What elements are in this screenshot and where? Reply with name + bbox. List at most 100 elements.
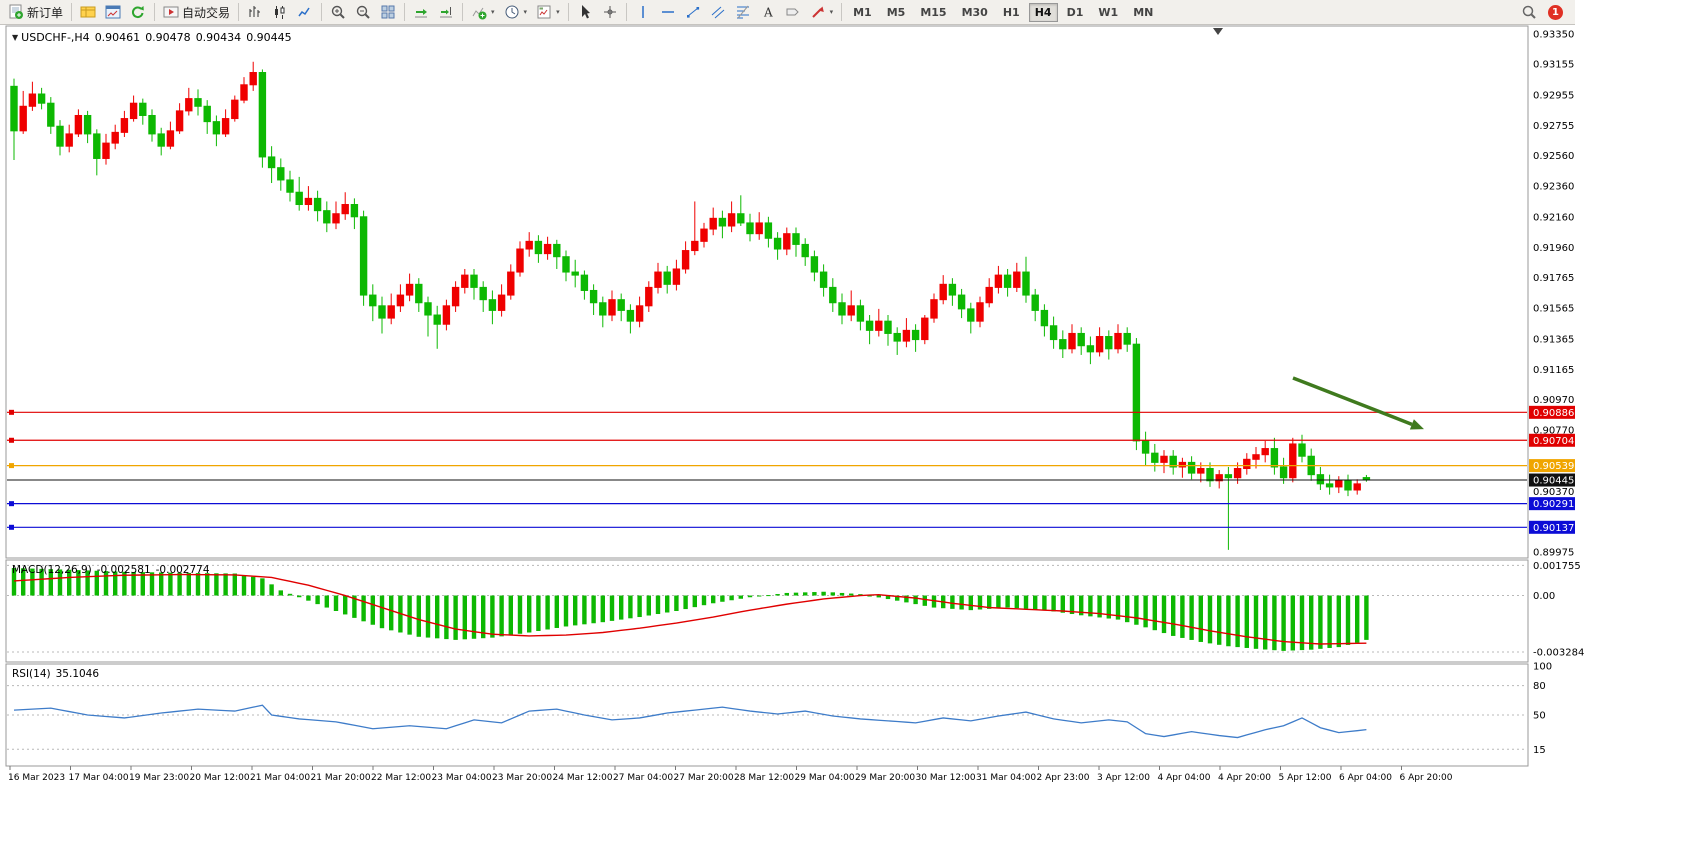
candle (267, 156, 276, 169)
candle-chart-button[interactable] (268, 1, 292, 24)
tile-windows-button[interactable] (376, 1, 400, 24)
new-order-button[interactable]: 新订单 (4, 1, 67, 24)
time-tick-label: 17 Mar 04:00 (69, 773, 129, 783)
candle (369, 294, 377, 307)
svg-text:A: A (763, 6, 773, 20)
time-tick-label: 31 Mar 04:00 (976, 773, 1036, 783)
ohlc-low: 0.90434 (195, 31, 242, 44)
chart-shift-marker[interactable] (1213, 28, 1223, 35)
zoom-out-button[interactable] (351, 1, 375, 24)
cursor-icon (577, 4, 593, 20)
candle (461, 274, 469, 288)
candle (295, 191, 303, 206)
candle (672, 268, 681, 285)
hline-button[interactable] (656, 1, 680, 24)
macd-signal-line (13, 573, 1367, 645)
line-handle[interactable] (9, 437, 14, 443)
candle (691, 240, 699, 252)
auto-scroll-icon (413, 4, 429, 20)
candle (608, 299, 616, 316)
line-chart-button[interactable] (293, 1, 317, 24)
cursor-button[interactable] (573, 1, 597, 24)
candle (240, 84, 248, 101)
price-tick-label: 0.93350 (1533, 30, 1574, 41)
candle (755, 222, 763, 235)
candle (166, 130, 175, 147)
line-chart-icon (297, 4, 313, 20)
trendline-button[interactable] (681, 1, 705, 24)
macd-histogram (11, 568, 1369, 651)
time-tick-label: 2 Apr 23:00 (1037, 773, 1090, 783)
price-level-label-box (1529, 497, 1575, 511)
candle (286, 179, 294, 193)
label-button[interactable] (781, 1, 805, 24)
price-level-label-box (1529, 405, 1575, 419)
line-handle[interactable] (9, 463, 14, 469)
arrows-button[interactable]: ▾ (806, 1, 838, 24)
symbols-icon (80, 4, 96, 20)
time-tick-label: 27 Mar 04:00 (613, 773, 673, 783)
timeframe-m30-button[interactable]: M30 (961, 5, 988, 19)
candle (1316, 474, 1325, 485)
text-button[interactable]: A (756, 1, 780, 24)
candle (424, 302, 432, 316)
timeframe-h4-button[interactable]: H4 (1028, 2, 1058, 22)
price-tick-label: 0.90370 (1533, 487, 1574, 498)
indicators-button[interactable]: ▾ (467, 1, 499, 24)
toolbar-separator (321, 3, 323, 21)
vline-button[interactable] (631, 1, 655, 24)
candle (562, 256, 570, 273)
timeframe-mn-button[interactable]: MN (1133, 5, 1154, 19)
timeframe-h1-button[interactable]: H1 (1002, 5, 1020, 19)
time-tick-label: 3 Apr 12:00 (1097, 773, 1150, 783)
candle (1160, 455, 1168, 463)
candle (313, 197, 322, 212)
candle (1077, 332, 1085, 347)
auto-scroll-button[interactable] (409, 1, 433, 24)
macd-indicator-label: MACD(12,26,9) -0.002581 -0.002774 (12, 564, 215, 576)
fibo-button[interactable] (731, 1, 755, 24)
crosshair-button[interactable] (598, 1, 622, 24)
rsi-tick-label: 50 (1533, 711, 1546, 722)
candle (1279, 466, 1288, 479)
rsi-value: 35.1046 (55, 668, 100, 680)
chart-window-button[interactable] (101, 1, 125, 24)
timeframe-m15-button[interactable]: M15 (920, 5, 947, 19)
time-axis[interactable]: 16 Mar 2023 17 Mar 04:00 19 Mar 23:00 20 Ma… (8, 766, 1453, 783)
line-handle[interactable] (9, 409, 14, 415)
chart-shift-icon (438, 4, 454, 20)
time-tick-label: 29 Mar 20:00 (855, 773, 915, 783)
line-handle[interactable] (9, 524, 14, 530)
timeframe-m1-button[interactable]: M1 (853, 5, 872, 19)
collapse-icon[interactable]: ▼ (12, 33, 19, 42)
timeframe-w1-button[interactable]: W1 (1098, 5, 1119, 19)
label-icon (785, 4, 801, 20)
timeframe-m5-button[interactable]: M5 (886, 5, 906, 19)
chevron-down-icon: ▾ (556, 8, 560, 16)
price-axis[interactable]: 0.93350 0.93155 0.92955 0.92755 0.92560 0.923… (1529, 30, 1575, 559)
trend-arrow-annotation[interactable] (1292, 376, 1424, 430)
clock-icon (504, 4, 520, 20)
price-tick-label: 0.92160 (1533, 212, 1574, 223)
channel-button[interactable] (706, 1, 730, 24)
notification-badge[interactable]: 1 (1548, 4, 1563, 20)
auto-trading-button[interactable]: 自动交易 (159, 1, 234, 24)
symbols-button[interactable] (76, 1, 100, 24)
candle (332, 213, 340, 224)
zoom-in-button[interactable] (326, 1, 350, 24)
search-button[interactable] (1517, 1, 1541, 24)
candle (911, 329, 920, 341)
periods-button[interactable]: ▾ (500, 1, 532, 24)
candle (1151, 452, 1159, 463)
candle (1086, 345, 1095, 353)
refresh-button[interactable] (126, 1, 150, 24)
time-tick-label: 6 Apr 20:00 (1400, 773, 1453, 783)
timeframe-d1-button[interactable]: D1 (1066, 5, 1084, 19)
candle (553, 243, 561, 258)
bar-chart-button[interactable] (243, 1, 267, 24)
line-handle[interactable] (9, 501, 14, 507)
templates-button[interactable]: ▾ (532, 1, 564, 24)
chevron-down-icon: ▾ (491, 8, 495, 16)
chart-shift-button[interactable] (434, 1, 458, 24)
